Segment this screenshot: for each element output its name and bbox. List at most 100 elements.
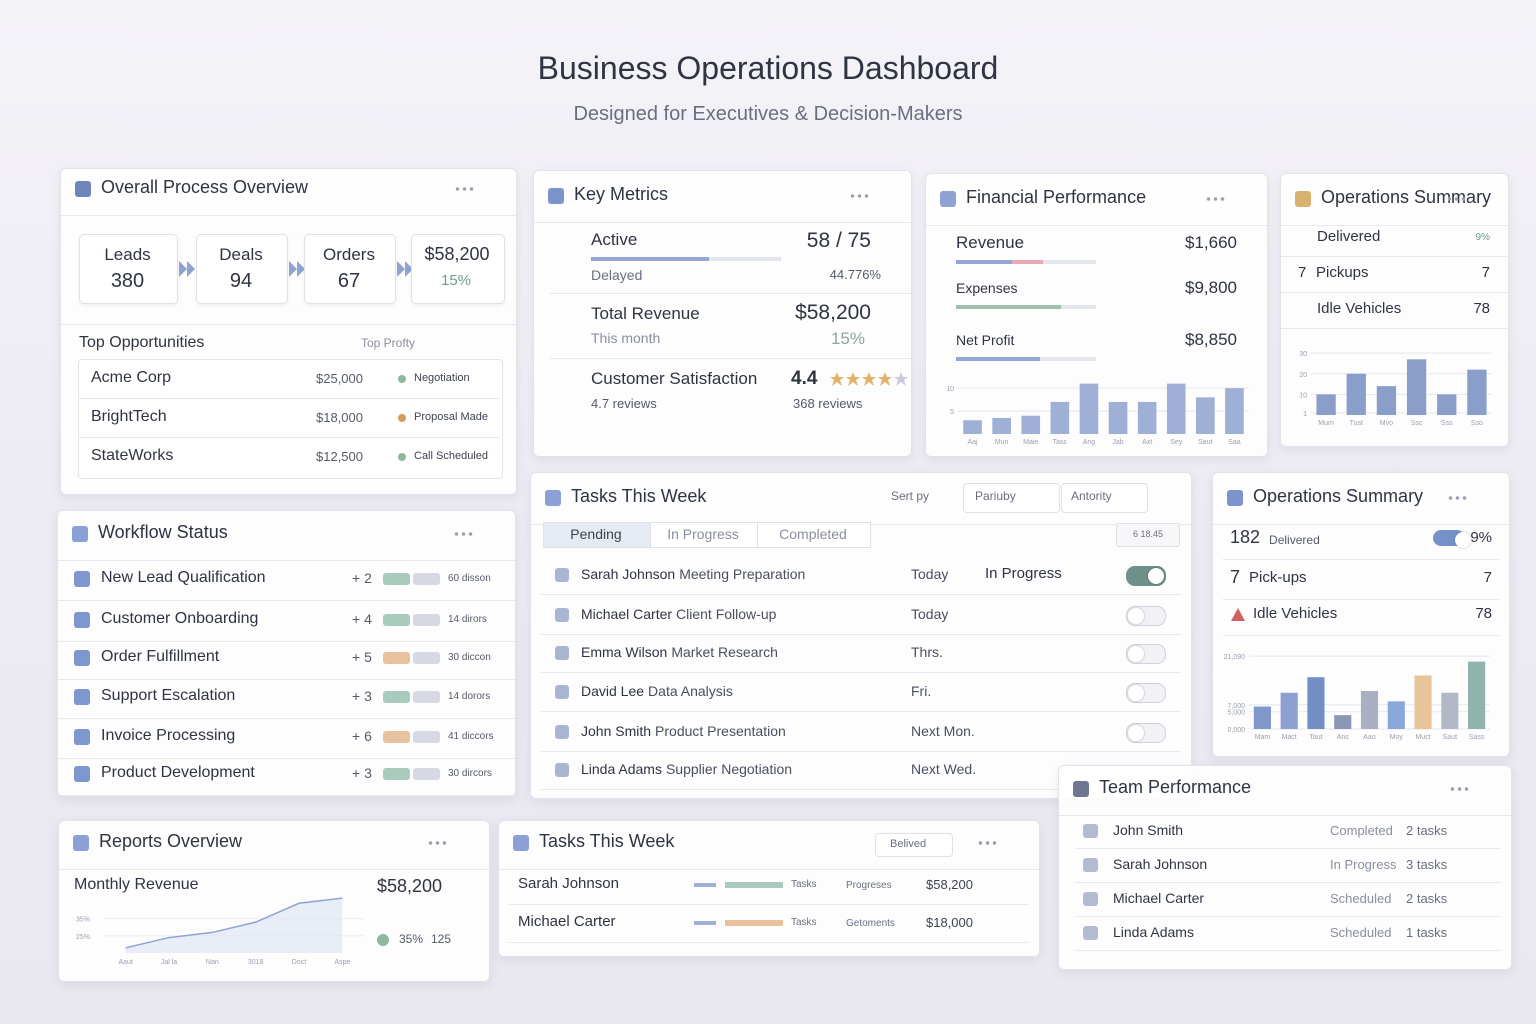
row-icon: [555, 646, 569, 660]
row-icon: [555, 763, 569, 777]
toggle[interactable]: [1126, 606, 1166, 626]
toggle[interactable]: [1433, 530, 1471, 548]
x-tick-label: Tasc: [1053, 439, 1068, 446]
chart-label: Monthly Revenue: [74, 875, 199, 893]
header-divider: [1213, 524, 1509, 525]
x-tick-label: Nan: [206, 959, 219, 966]
bar: [1414, 675, 1432, 729]
row-divider: [1075, 916, 1501, 917]
row-divider: [58, 679, 515, 680]
menu-dots: [1446, 197, 1468, 201]
workflow-count: + 6: [352, 727, 372, 744]
star: [846, 372, 860, 386]
panel: Overall Process Overview Leads 380 Deals 94 O…: [60, 168, 517, 495]
member-status: Completed: [1330, 822, 1393, 838]
workflow-name: Customer Onboarding: [101, 609, 259, 627]
workflow-name: Support Escalation: [101, 686, 236, 704]
panel: Operations Summary 182 Delivered 9% 7 Pick-up…: [1212, 472, 1510, 757]
row-icon: [74, 650, 90, 666]
toggle[interactable]: [1126, 566, 1166, 586]
y-tick-label: 1: [1303, 411, 1307, 418]
progress-fill: [956, 357, 1040, 361]
x-tick-label: Doct: [292, 959, 306, 966]
x-tick-label: Maie: [1023, 439, 1038, 446]
progress-bar: [725, 882, 783, 888]
finance-value: $8,850: [1185, 329, 1237, 349]
metric-change: 15%: [830, 328, 865, 348]
row-icon: [1083, 892, 1098, 906]
progress-dash: [694, 921, 716, 925]
row-divider: [541, 594, 1181, 595]
bar: [1441, 692, 1459, 729]
y-tick-label: 5: [950, 409, 954, 416]
bar: [1079, 383, 1099, 434]
due-date: Next Wed.: [911, 760, 977, 777]
metric-label: Active: [591, 229, 638, 249]
x-tick-label: Taut: [1309, 734, 1322, 741]
y-tick-label: 21,090: [1224, 654, 1246, 661]
tab[interactable]: [757, 522, 871, 548]
status-pill: [383, 691, 410, 703]
y-tick-label: 35%: [76, 917, 90, 924]
header-divider: [1281, 225, 1508, 226]
member-tasks: 2 tasks: [1406, 890, 1448, 906]
panel-icon: [1073, 781, 1089, 797]
header-divider: [58, 560, 515, 561]
panel: Workflow Status New Lead Qualification + 2…: [57, 510, 516, 797]
x-tick-label: Moy: [1390, 734, 1404, 741]
company-name: StateWorks: [91, 446, 174, 464]
task-label: Tasks: [791, 878, 817, 890]
x-tick-label: Sso: [1471, 420, 1483, 427]
assignee: John Smith: [581, 722, 652, 739]
metric-sub: 4.7 reviews: [591, 395, 657, 411]
rating-stars: [830, 372, 908, 386]
deal-stage: Negotiation: [414, 371, 470, 384]
x-tick-label: Mam: [1255, 734, 1271, 741]
menu-dots: [1447, 496, 1469, 500]
toggle[interactable]: [1126, 683, 1166, 703]
toggle[interactable]: [1126, 644, 1166, 664]
bar: [1166, 383, 1186, 434]
row-icon: [1083, 926, 1098, 940]
workflow-count: + 2: [352, 569, 372, 586]
x-tick-label: Jal la: [161, 959, 177, 966]
bar-chart: 1 10 20 30 Mum Tust Mvo Ssc Sss Sso: [1299, 351, 1492, 427]
tab[interactable]: [650, 522, 758, 548]
filter-select: Antority: [1071, 489, 1112, 504]
status-pill: [383, 652, 410, 664]
panel: Financial Performance Revenue $1,660 Expens…: [925, 173, 1268, 457]
task-name: Meeting Preparation: [679, 565, 806, 582]
member-name: John Smith: [1113, 821, 1184, 838]
panel-icon: [940, 191, 956, 207]
filter-box: [875, 833, 953, 857]
finance-label: Net Profit: [956, 331, 1015, 348]
member-tasks: 1 tasks: [1406, 924, 1448, 940]
assignee: Emma Wilson: [581, 643, 668, 660]
review-count: 368 reviews: [793, 395, 863, 411]
workflow-name: Order Fulfillment: [101, 647, 220, 665]
chevron-shape: [397, 261, 413, 277]
x-tick-label: Mvo: [1380, 420, 1393, 427]
member-tasks: 3 tasks: [1406, 856, 1448, 872]
badge: 6 18.45: [1133, 529, 1164, 540]
status-pill: [383, 731, 410, 743]
step-label: Orders: [323, 244, 375, 264]
toggle[interactable]: [1126, 723, 1166, 743]
row-icon: [1083, 858, 1098, 872]
row-divider: [58, 795, 515, 796]
header-divider: [59, 869, 489, 870]
x-tick-label: Tust: [1350, 420, 1363, 427]
due-date: Fri.: [911, 682, 932, 699]
assignee: Michael Carter: [581, 605, 673, 622]
table-box: [78, 359, 503, 479]
bar: [1137, 401, 1157, 434]
step-value: 67: [337, 270, 361, 292]
task-name: Client Follow-up: [676, 605, 777, 622]
row-label: Idle Vehicles: [1317, 300, 1402, 318]
sort-control: Sert py: [891, 489, 930, 504]
row-icon: [74, 571, 90, 587]
row-divider: [79, 437, 500, 438]
deal-amount: $18,000: [316, 409, 363, 425]
check-icon: [377, 934, 389, 946]
